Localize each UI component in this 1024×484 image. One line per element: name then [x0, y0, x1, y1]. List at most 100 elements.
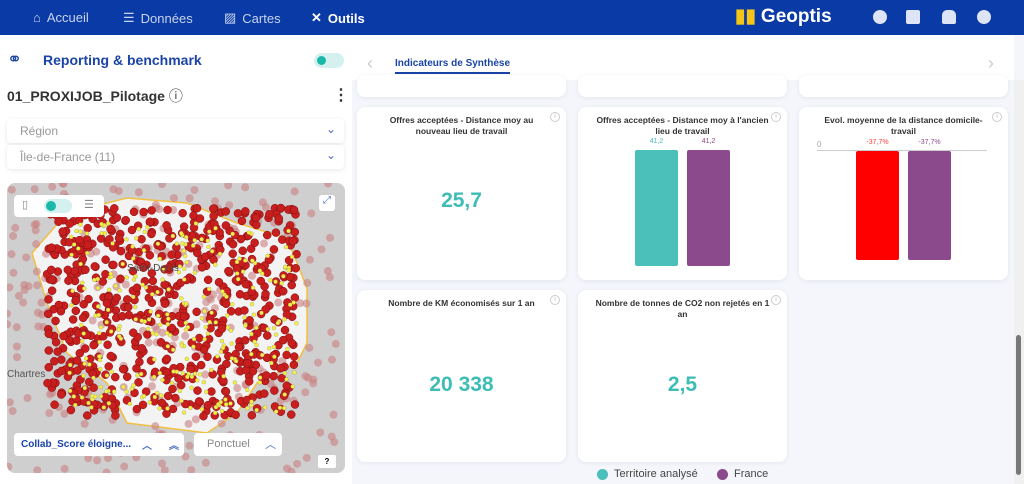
map-point	[134, 378, 143, 387]
bar-territoire	[856, 151, 899, 260]
map-point	[184, 260, 189, 265]
nav-outils[interactable]: ✕ Outils	[311, 10, 365, 26]
panel-toggle[interactable]	[314, 53, 344, 68]
map-point	[122, 372, 132, 382]
map-point	[82, 385, 87, 391]
map-point	[228, 249, 237, 259]
map-point	[294, 321, 299, 326]
map-point	[189, 374, 195, 379]
map-point	[160, 280, 169, 289]
map-point	[106, 224, 115, 234]
region-type-select[interactable]: Région ⌄	[7, 119, 344, 143]
map-point	[57, 366, 66, 376]
map-point	[284, 377, 289, 382]
scrollbar[interactable]	[1014, 80, 1024, 484]
nav-cartes[interactable]: ▨ Cartes	[224, 10, 281, 26]
map-point	[241, 183, 250, 192]
help-icon[interactable]	[977, 10, 991, 24]
map-point	[244, 377, 254, 386]
map-point	[193, 386, 202, 395]
map-point	[251, 213, 261, 223]
map-help-button[interactable]: ?	[318, 455, 336, 468]
map-point	[218, 349, 224, 354]
map-point	[251, 312, 256, 317]
bar-france	[687, 150, 730, 266]
map-point	[98, 384, 103, 390]
map-point	[220, 345, 226, 351]
map-data-toggle[interactable]	[44, 199, 72, 213]
map-point	[145, 251, 155, 260]
info-icon[interactable]: ⓘ	[168, 88, 183, 104]
next-tab-icon[interactable]: ›	[988, 53, 994, 73]
map-point	[58, 227, 67, 236]
checklist-icon[interactable]	[906, 10, 920, 24]
map-point	[117, 288, 122, 293]
map-point	[56, 307, 66, 316]
map-point	[139, 318, 144, 323]
map-point	[179, 343, 185, 348]
brand-logo[interactable]: ▮▮ Geoptis	[735, 5, 832, 28]
map-point	[186, 364, 195, 374]
map-point	[130, 388, 139, 398]
map-point	[169, 380, 175, 386]
map-canvas[interactable]	[7, 183, 345, 473]
map-icon[interactable]: ▯	[22, 199, 29, 211]
map-point	[76, 246, 81, 251]
map-point	[160, 299, 170, 308]
info-icon[interactable]: i	[992, 112, 1002, 122]
map-point	[257, 268, 262, 273]
bell-icon[interactable]	[942, 10, 956, 24]
map-point	[282, 405, 287, 411]
prev-tab-icon[interactable]: ‹	[367, 53, 373, 73]
info-icon[interactable]: i	[550, 295, 560, 305]
map-point	[170, 333, 179, 342]
map-point	[269, 245, 279, 254]
card-distance-nouveau: Offres acceptées - Distance moy au nouve…	[357, 107, 566, 280]
map-point	[221, 207, 231, 216]
map-point	[213, 320, 218, 325]
map-point	[287, 280, 296, 290]
map-point	[109, 329, 114, 334]
map-point	[179, 296, 184, 301]
map-point	[67, 388, 73, 393]
map-point	[97, 354, 102, 359]
database-icon[interactable]: ☰	[84, 199, 94, 211]
nav-accueil[interactable]: ⌂ Accueil	[33, 10, 89, 25]
map-point	[271, 228, 281, 237]
map-point	[89, 393, 95, 399]
double-chevron-up-icon[interactable]: ︽	[169, 441, 179, 452]
fullscreen-icon[interactable]: ⤢	[319, 195, 335, 211]
map-point	[68, 234, 74, 239]
map-point	[111, 372, 120, 382]
region-select[interactable]: Île-de-France (11) ⌄	[7, 145, 344, 169]
map-point	[69, 252, 74, 257]
map-view[interactable]: Saint-Denis Chartres ▯ ☰ ⤢ Collab_Score …	[7, 183, 345, 473]
nav-donnees[interactable]: ☰ Données	[123, 10, 193, 26]
map-point	[127, 401, 133, 407]
map-point	[83, 223, 92, 233]
tab-indicateurs[interactable]: Indicateurs de Synthèse	[395, 58, 511, 74]
layer-select[interactable]: Collab_Score éloigne... ︿ ︽	[14, 433, 184, 456]
scrollbar-thumb[interactable]	[1016, 335, 1021, 475]
map-mode-switch[interactable]: ▯ ☰	[14, 195, 104, 217]
legend-france: France	[717, 468, 768, 480]
info-icon[interactable]: i	[771, 295, 781, 305]
map-point	[157, 256, 162, 262]
map-point	[262, 230, 272, 240]
map-point	[81, 331, 86, 336]
map-point	[75, 235, 84, 245]
map-point	[259, 310, 264, 316]
info-icon[interactable]: i	[550, 112, 560, 122]
map-point	[134, 188, 143, 197]
user-icon[interactable]	[873, 10, 887, 24]
top-nav: ⌂ Accueil ☰ Données ▨ Cartes ✕ Outils ▮▮ Geop…	[0, 0, 1024, 35]
more-menu-icon[interactable]: ⋮	[333, 87, 349, 104]
map-point	[73, 329, 83, 338]
map-point	[176, 278, 185, 288]
info-icon[interactable]: i	[771, 112, 781, 122]
map-point	[128, 328, 138, 337]
map-point	[118, 312, 127, 321]
map-point	[236, 234, 246, 244]
mode-select[interactable]: Ponctuel ︿	[194, 433, 282, 456]
map-point	[302, 453, 311, 462]
